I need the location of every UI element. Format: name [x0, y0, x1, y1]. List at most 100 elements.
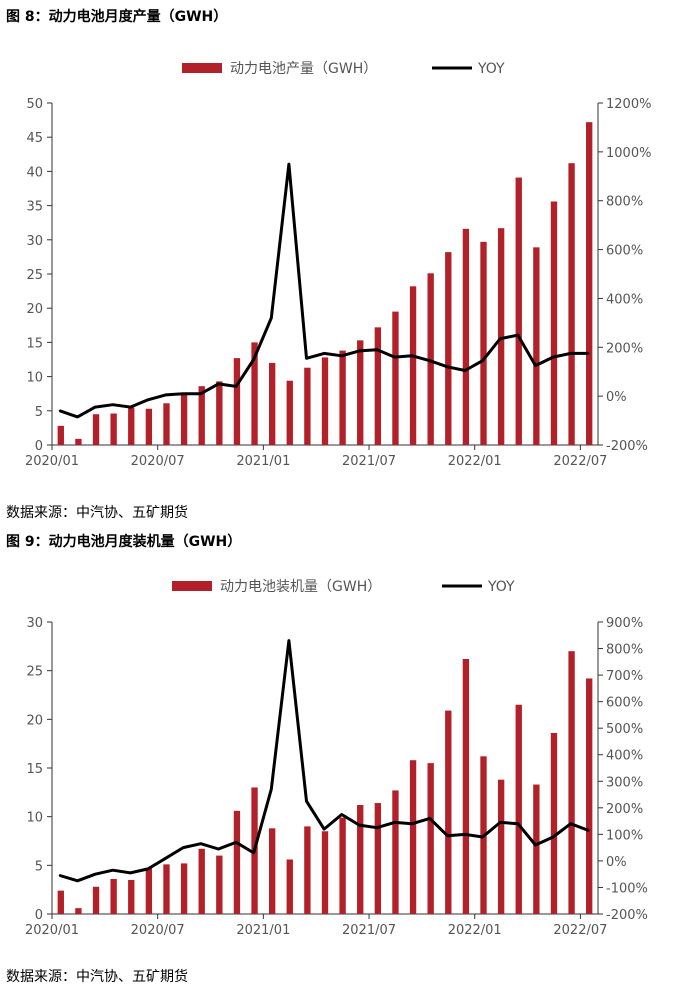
legend: 动力电池产量（GWH） YOY — [182, 61, 505, 77]
yoy-point — [322, 352, 326, 355]
yoy-point — [551, 835, 555, 839]
yoy-point — [164, 857, 167, 860]
yoy-point — [463, 369, 467, 372]
yoy-point — [322, 827, 326, 831]
bar — [145, 408, 153, 445]
bar — [163, 403, 170, 445]
bar — [480, 241, 487, 445]
right-tick-label: 400% — [606, 292, 643, 307]
bar — [216, 855, 223, 914]
yoy-point — [93, 405, 97, 409]
yoy-point — [410, 354, 414, 358]
bar — [251, 342, 258, 445]
bar — [497, 779, 505, 914]
bar — [304, 826, 311, 914]
yoy-point — [129, 871, 132, 875]
installation-chart: 动力电池装机量（GWH） YOY 0 5 10 15 20 25 30 -200% -100% 0% 1… — [25, 579, 648, 938]
bar — [268, 828, 276, 914]
bar — [550, 732, 558, 914]
bar — [198, 386, 205, 445]
bar — [409, 286, 417, 445]
left-tick-label: 20 — [26, 302, 43, 317]
source-note: 数据来源：中汽协、五矿期货 — [6, 505, 188, 521]
left-tick-label: 15 — [26, 762, 43, 777]
bar — [427, 273, 434, 445]
bar — [374, 327, 382, 445]
bar — [304, 367, 311, 445]
right-tick-label: 1000% — [606, 146, 651, 161]
right-tick-label: 300% — [606, 775, 643, 790]
yoy-point — [270, 788, 273, 791]
bar — [92, 414, 100, 445]
bar — [180, 393, 188, 445]
right-tick-label: 600% — [606, 244, 643, 259]
legend-bar-label: 动力电池产量（GWH） — [230, 61, 377, 77]
left-tick-label: 30 — [26, 234, 43, 249]
yoy-point — [516, 822, 520, 825]
yoy-point — [587, 829, 590, 832]
yoy-point — [217, 847, 220, 851]
yoy-point — [217, 382, 220, 386]
yoy-point — [393, 355, 396, 359]
yoy-point — [463, 833, 467, 836]
left-tick-label: 40 — [26, 165, 43, 180]
left-tick-label: 15 — [26, 336, 43, 351]
bar — [198, 848, 205, 914]
x-tick-label: 2021/07 — [342, 923, 396, 938]
right-tick-label: 900% — [606, 616, 643, 631]
x-tick-label: 2022/07 — [553, 923, 607, 938]
yoy-point — [76, 879, 79, 883]
legend-bar-swatch — [172, 581, 212, 591]
yoy-point — [182, 846, 185, 849]
bar — [268, 362, 276, 445]
left-tick-label: 10 — [26, 811, 43, 826]
x-tick-label: 2022/01 — [448, 454, 502, 469]
yoy-point — [569, 822, 572, 825]
yoy-point — [587, 352, 590, 355]
bar — [427, 763, 434, 914]
right-tick-label: -200% — [606, 908, 648, 923]
yoy-point — [499, 337, 502, 340]
yoy-point — [146, 398, 150, 402]
yoy-point — [111, 869, 114, 872]
bar — [462, 228, 470, 445]
yoy-point — [252, 851, 255, 855]
yoy-point — [146, 867, 150, 871]
right-tick-label: -100% — [606, 881, 648, 896]
figure-title: 图 8：动力电池月度产量（GWH） — [6, 9, 228, 25]
left-tick-label: 45 — [26, 131, 43, 146]
bar — [57, 425, 64, 445]
bar — [357, 340, 364, 445]
right-tick-label: 200% — [606, 802, 643, 817]
left-tick-label: 50 — [26, 97, 43, 112]
bar — [533, 247, 540, 445]
right-tick-label: 400% — [606, 749, 643, 764]
legend: 动力电池装机量（GWH） YOY — [172, 579, 515, 595]
x-tick-label: 2021/07 — [342, 454, 396, 469]
x-tick-label: 2022/07 — [553, 454, 607, 469]
bar — [321, 831, 329, 914]
yoy-point — [164, 393, 167, 397]
yoy-point — [58, 874, 62, 877]
bar — [110, 413, 117, 445]
bar — [286, 380, 293, 445]
right-tick-label: 800% — [606, 195, 643, 210]
yoy-point — [58, 409, 62, 412]
yoy-point — [375, 348, 379, 351]
bar — [357, 804, 364, 914]
bar — [586, 122, 593, 445]
bar — [515, 177, 522, 445]
figure-title: 图 9：动力电池月度装机量（GWH） — [6, 534, 242, 550]
yoy-point — [393, 821, 396, 824]
bar — [392, 790, 399, 914]
bar — [568, 651, 575, 914]
bar — [233, 810, 241, 914]
bar — [180, 863, 188, 914]
right-tick-label: 800% — [606, 643, 643, 658]
right-tick-label: 1200% — [606, 97, 651, 112]
yoy-point — [111, 403, 114, 406]
right-tick-label: 0% — [606, 390, 627, 405]
legend-line-label: YOY — [487, 579, 515, 595]
bar — [286, 859, 293, 914]
x-tick-label: 2021/01 — [236, 923, 290, 938]
